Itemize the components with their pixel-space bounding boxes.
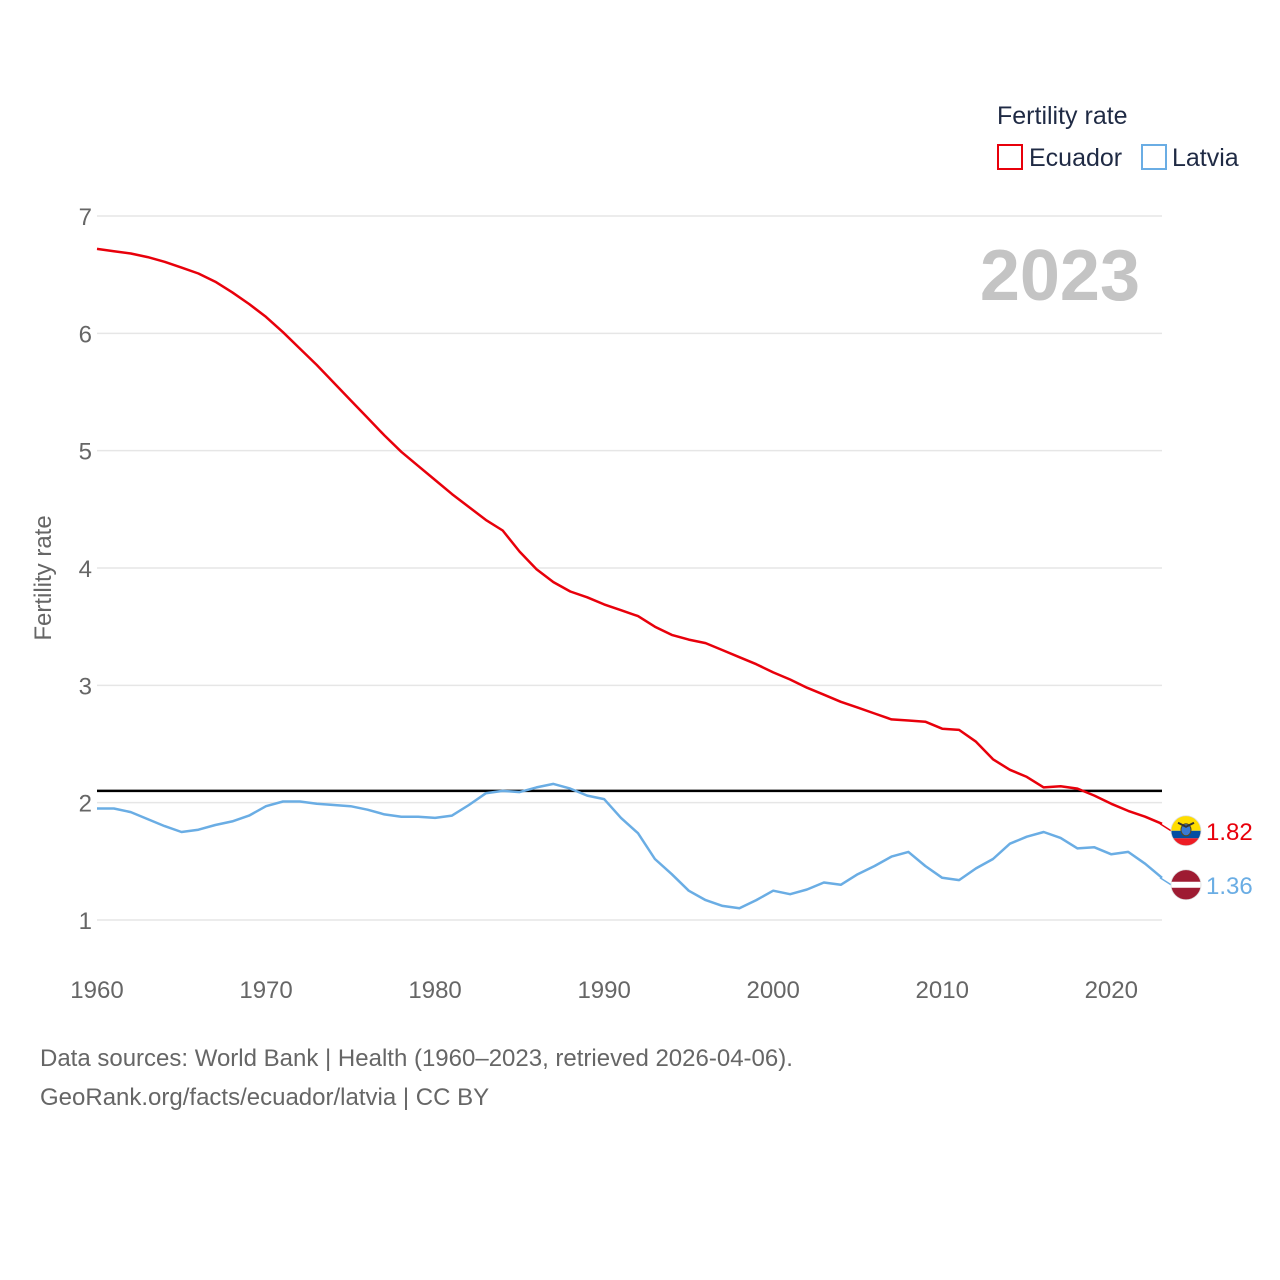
x-tick-label: 1990 xyxy=(577,977,630,1004)
x-tick-label: 2000 xyxy=(746,977,799,1004)
end-label-latvia: 1.36 xyxy=(1206,873,1253,900)
series-line-ecuador[interactable] xyxy=(96,247,1163,825)
legend-label-ecuador[interactable]: Ecuador xyxy=(1029,144,1122,172)
legend: Fertility rate Ecuador Latvia xyxy=(997,102,1239,172)
x-tick-label: 1960 xyxy=(70,977,123,1004)
legend-swatch-latvia[interactable] xyxy=(1141,144,1167,170)
y-tick-label: 3 xyxy=(79,673,92,700)
series-lines xyxy=(96,247,1163,910)
y-axis-title: Fertility rate xyxy=(30,515,57,640)
latvia-flag-icon xyxy=(1170,869,1202,901)
gridlines xyxy=(97,215,1162,921)
y-tick-label: 5 xyxy=(79,439,92,466)
y-tick-label: 7 xyxy=(79,204,92,231)
x-tick-label: 1980 xyxy=(408,977,461,1004)
end-markers: 1.82 1.36 xyxy=(1159,815,1253,901)
y-tick-label: 2 xyxy=(79,791,92,818)
y-tick-label: 6 xyxy=(79,321,92,348)
legend-swatch-ecuador[interactable] xyxy=(997,144,1023,170)
x-tick-label: 2020 xyxy=(1085,977,1138,1004)
current-year-watermark: 2023 xyxy=(980,236,1140,316)
legend-title: Fertility rate xyxy=(997,102,1128,130)
x-tick-label: 1970 xyxy=(239,977,292,1004)
end-label-ecuador: 1.82 xyxy=(1206,819,1253,846)
data-source-note: Data sources: World Bank | Health (1960–… xyxy=(40,1045,793,1072)
end-connector-ecuador xyxy=(1159,823,1172,832)
legend-label-latvia[interactable]: Latvia xyxy=(1172,144,1239,172)
ecuador-flag-icon xyxy=(1170,815,1202,847)
end-connector-latvia xyxy=(1159,877,1172,886)
y-tick-label: 1 xyxy=(79,908,92,935)
x-axis-ticks: 1960 1970 1980 1990 2000 2010 2020 xyxy=(70,977,1138,1004)
y-axis-ticks: 1 2 3 4 5 6 7 xyxy=(79,204,92,935)
series-line-latvia[interactable] xyxy=(97,782,1163,910)
y-tick-label: 4 xyxy=(79,556,92,583)
credit-link[interactable]: GeoRank.org/facts/ecuador/latvia | CC BY xyxy=(40,1084,490,1111)
x-tick-label: 2010 xyxy=(916,977,969,1004)
